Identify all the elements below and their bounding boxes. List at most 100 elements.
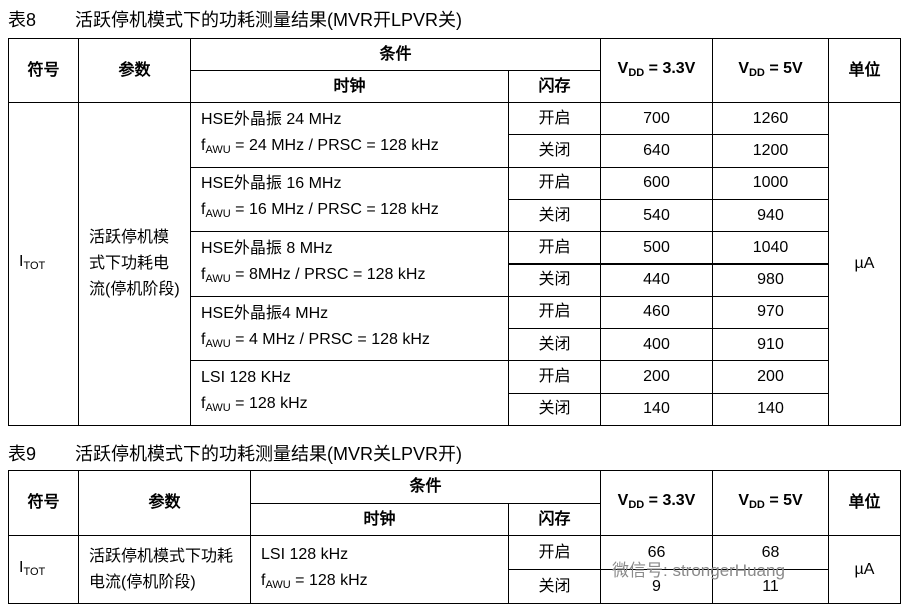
clock-text: LSI 128 kHz (261, 545, 349, 563)
text-main: I (19, 558, 24, 576)
value-text: 1040 (752, 238, 789, 256)
flash-cell: 开启 (508, 360, 601, 394)
header-text: 条件 (379, 45, 412, 63)
flash-cell: 关闭 (508, 569, 601, 604)
header-cell: 时钟 (250, 503, 509, 536)
value-cell: 640 (600, 134, 713, 168)
flash-cell: 开启 (508, 102, 601, 136)
symbol-cell: ITOT (8, 535, 79, 604)
text-rest: = 128 kHz (230, 395, 308, 413)
value-text: 970 (757, 303, 784, 321)
value-text: 200 (757, 368, 784, 386)
value-cell: 400 (600, 328, 713, 362)
header-cell: 单位 (828, 470, 901, 536)
text-main: f (201, 330, 206, 348)
clock-lines: HSE外晶振 24 MHz fAWU = 24 MHz / PRSC = 128 … (201, 107, 439, 163)
value-text: 66 (647, 543, 666, 561)
value-cell: 1000 (712, 166, 829, 200)
value-text: 9 (652, 577, 661, 595)
header-cell: 单位 (828, 38, 901, 103)
header-cell: 参数 (78, 38, 191, 103)
rich-text: fAWU = 8MHz / PRSC = 128 kHz (201, 265, 426, 285)
param-text: 活跃停机模式下功耗电流(停机阶段) (89, 547, 234, 591)
flash-text: 关闭 (538, 400, 571, 418)
value-text: 1000 (752, 174, 789, 192)
header-text: 单位 (848, 61, 881, 79)
value-text: 440 (643, 271, 670, 289)
value-text: 200 (643, 368, 670, 386)
header-cell: 符号 (8, 38, 79, 103)
clock-text: LSI 128 KHz (201, 369, 291, 387)
table-caption: 活跃停机模式下的功耗测量结果(MVR关LPVR开) (75, 444, 463, 464)
text-sub: DD (628, 66, 645, 79)
value-cell: 200 (600, 360, 713, 394)
rich-text: fAWU = 4 MHz / PRSC = 128 kHz (201, 330, 430, 350)
text-rest: = 4 MHz / PRSC = 128 kHz (230, 330, 430, 348)
clock-lines: HSE外晶振4 MHz fAWU = 4 MHz / PRSC = 128 kHz (201, 301, 430, 357)
unit-text: µA (854, 560, 875, 578)
awu-text: fAWU = 128 kHz (201, 391, 308, 421)
awu-text: fAWU = 128 kHz (261, 568, 368, 598)
clock-cell: LSI 128 kHz fAWU = 128 kHz (250, 535, 509, 604)
flash-text: 开启 (538, 543, 571, 561)
text-main: V (738, 59, 749, 77)
clock-text: HSE外晶振 8 MHz (201, 239, 333, 257)
header-text: 符号 (27, 61, 60, 79)
value-cell: 980 (712, 263, 829, 297)
flash-cell: 关闭 (508, 392, 601, 426)
text-sub: AWU (205, 272, 231, 285)
text-main: f (201, 201, 206, 219)
value-cell: 540 (600, 198, 713, 233)
value-text: 910 (757, 335, 784, 353)
awu-text: fAWU = 16 MHz / PRSC = 128 kHz (201, 197, 439, 227)
header-text: 单位 (848, 494, 881, 511)
flash-text: 开启 (538, 109, 571, 127)
text-rest: = 24 MHz / PRSC = 128 kHz (230, 136, 439, 154)
header-cell: VDD = 5V (712, 38, 829, 103)
header-text: 条件 (409, 478, 442, 495)
value-cell: 1260 (712, 102, 829, 136)
table-number: 表8 (8, 10, 37, 30)
header-cell: VDD = 3.3V (600, 470, 713, 536)
text-sub: TOT (23, 565, 46, 578)
value-cell: 1040 (712, 231, 829, 265)
text-rest: = 3.3V (644, 59, 696, 77)
unit-cell: µA (828, 535, 901, 604)
value-cell: 460 (600, 295, 713, 330)
header-text: 参数 (148, 494, 181, 511)
value-text: 700 (643, 109, 670, 127)
value-cell: 600 (600, 166, 713, 200)
clock-cell: HSE外晶振 24 MHz fAWU = 24 MHz / PRSC = 128 … (190, 102, 509, 168)
text-main: f (201, 136, 206, 154)
clock-cell: HSE外晶振 8 MHz fAWU = 8MHz / PRSC = 128 kHz (190, 231, 509, 297)
header-text: 闪存 (538, 510, 571, 528)
rich-text: fAWU = 128 kHz (261, 571, 368, 591)
header-cell: 条件 (250, 470, 601, 504)
header-text: 符号 (27, 494, 60, 511)
text-main: V (617, 59, 629, 77)
text-rest: = 8MHz / PRSC = 128 kHz (230, 265, 426, 283)
flash-cell: 关闭 (508, 134, 601, 168)
value-cell: 11 (712, 569, 829, 604)
rich-text: VDD = 3.3V (618, 488, 696, 518)
flash-text: 开启 (538, 368, 571, 386)
value-cell: 700 (600, 102, 713, 136)
text-sub: AWU (205, 143, 231, 156)
flash-cell: 关闭 (508, 198, 601, 233)
param-cell: 活跃停机模式下功耗电流(停机阶段) (78, 535, 251, 604)
clock-text: HSE外晶振4 MHz (201, 304, 329, 322)
text-sub: AWU (265, 578, 291, 591)
value-cell: 1200 (712, 134, 829, 168)
text-main: f (261, 571, 266, 589)
value-cell: 200 (712, 360, 829, 394)
header-cell: VDD = 3.3V (600, 38, 713, 103)
awu-text: fAWU = 24 MHz / PRSC = 128 kHz (201, 133, 439, 163)
param-cell: 活跃停机模式下功耗电流(停机阶段) (78, 102, 191, 426)
text-main: I (19, 253, 24, 270)
flash-text: 开启 (538, 303, 571, 321)
value-cell: 140 (600, 392, 713, 426)
value-text: 460 (643, 303, 670, 321)
header-text: 时钟 (333, 77, 366, 95)
flash-cell: 关闭 (508, 263, 601, 297)
value-text: 940 (757, 206, 784, 224)
